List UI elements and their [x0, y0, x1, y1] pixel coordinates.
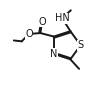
Text: HN: HN [55, 13, 70, 23]
Text: N: N [50, 49, 58, 59]
Text: O: O [25, 29, 33, 39]
Text: O: O [38, 17, 46, 27]
Text: S: S [77, 40, 84, 50]
